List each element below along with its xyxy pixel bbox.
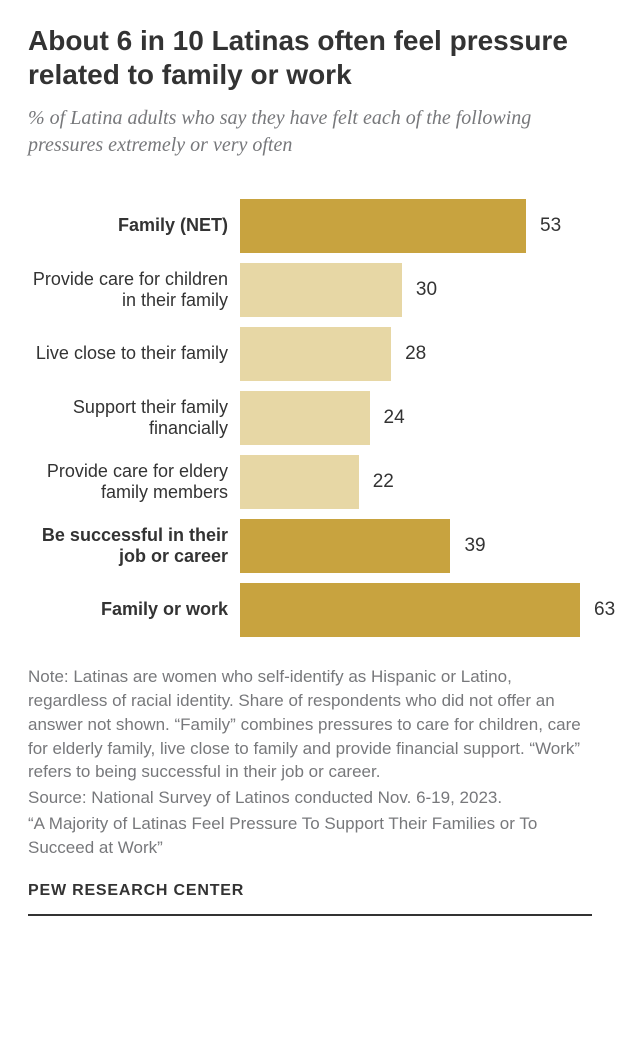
attribution: PEW RESEARCH CENTER <box>28 882 592 900</box>
bar <box>240 519 450 573</box>
row-label: Family (NET) <box>28 215 240 237</box>
bar-value: 28 <box>405 343 426 365</box>
bar <box>240 327 391 381</box>
row-label: Family or work <box>28 599 240 621</box>
row-label: Provide care for eldery family members <box>28 461 240 504</box>
bar-area: 24 <box>240 391 592 445</box>
row-label: Provide care for children in their famil… <box>28 269 240 312</box>
chart-row: Support their family financially 24 <box>28 391 592 445</box>
bar-value: 22 <box>373 471 394 493</box>
footer-rule <box>28 914 592 916</box>
bar-value: 53 <box>540 215 561 237</box>
bar-value: 24 <box>384 407 405 429</box>
bar <box>240 455 359 509</box>
chart-row: Family (NET) 53 <box>28 199 592 253</box>
bar-area: 30 <box>240 263 592 317</box>
report-title: “A Majority of Latinas Feel Pressure To … <box>28 812 592 860</box>
row-label: Be successful in their job or career <box>28 525 240 568</box>
bar-area: 39 <box>240 519 592 573</box>
bar <box>240 391 370 445</box>
bar-area: 63 <box>240 583 615 637</box>
bar-area: 22 <box>240 455 592 509</box>
chart-row: Be successful in their job or career 39 <box>28 519 592 573</box>
chart-row: Provide care for children in their famil… <box>28 263 592 317</box>
bar-area: 28 <box>240 327 592 381</box>
chart-row: Provide care for eldery family members 22 <box>28 455 592 509</box>
bar <box>240 583 580 637</box>
bar-value: 39 <box>464 535 485 557</box>
chart-title: About 6 in 10 Latinas often feel pressur… <box>28 24 592 91</box>
chart-subtitle: % of Latina adults who say they have fel… <box>28 105 592 159</box>
chart-row: Live close to their family 28 <box>28 327 592 381</box>
bar-chart: Family (NET) 53 Provide care for children … <box>28 199 592 637</box>
chart-note: Note: Latinas are women who self-identif… <box>28 665 592 784</box>
bar-value: 30 <box>416 279 437 301</box>
row-label: Support their family financially <box>28 397 240 440</box>
bar-value: 63 <box>594 599 615 621</box>
chart-source: Source: National Survey of Latinos condu… <box>28 786 592 810</box>
bar-area: 53 <box>240 199 592 253</box>
row-label: Live close to their family <box>28 343 240 365</box>
chart-row: Family or work63 <box>28 583 592 637</box>
bar <box>240 263 402 317</box>
bar <box>240 199 526 253</box>
